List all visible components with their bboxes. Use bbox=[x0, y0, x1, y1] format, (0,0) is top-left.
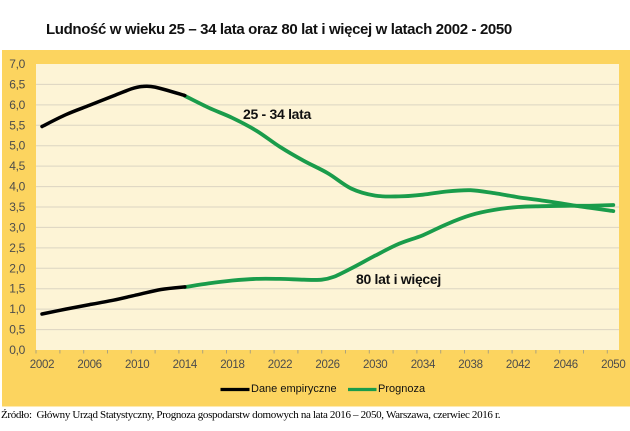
svg-text:2006: 2006 bbox=[77, 359, 101, 371]
svg-text:4,5: 4,5 bbox=[9, 159, 25, 173]
svg-text:0,5: 0,5 bbox=[9, 323, 25, 337]
svg-text:6,5: 6,5 bbox=[9, 77, 25, 91]
svg-text:6,0: 6,0 bbox=[9, 98, 25, 112]
svg-text:7,0: 7,0 bbox=[9, 57, 25, 71]
svg-text:2014: 2014 bbox=[173, 359, 198, 371]
svg-text:2,0: 2,0 bbox=[9, 261, 25, 275]
svg-text:2,5: 2,5 bbox=[9, 241, 25, 255]
svg-text:2002: 2002 bbox=[30, 359, 54, 371]
svg-text:5,0: 5,0 bbox=[9, 139, 25, 153]
svg-text:2050: 2050 bbox=[601, 359, 625, 371]
svg-text:2034: 2034 bbox=[411, 359, 436, 371]
svg-text:0,0: 0,0 bbox=[9, 343, 25, 357]
svg-text:2030: 2030 bbox=[363, 359, 387, 371]
svg-text:2010: 2010 bbox=[125, 359, 149, 371]
svg-text:1,5: 1,5 bbox=[9, 282, 25, 296]
svg-text:5,5: 5,5 bbox=[9, 118, 25, 132]
svg-text:2046: 2046 bbox=[554, 359, 578, 371]
svg-text:1,0: 1,0 bbox=[9, 302, 25, 316]
svg-text:3,0: 3,0 bbox=[9, 220, 25, 234]
svg-text:2022: 2022 bbox=[268, 359, 292, 371]
svg-text:4,0: 4,0 bbox=[9, 180, 25, 194]
svg-text:2026: 2026 bbox=[315, 359, 339, 371]
svg-text:2042: 2042 bbox=[506, 359, 530, 371]
svg-text:2018: 2018 bbox=[220, 359, 244, 371]
svg-text:2038: 2038 bbox=[458, 359, 482, 371]
svg-text:3,5: 3,5 bbox=[9, 200, 25, 214]
